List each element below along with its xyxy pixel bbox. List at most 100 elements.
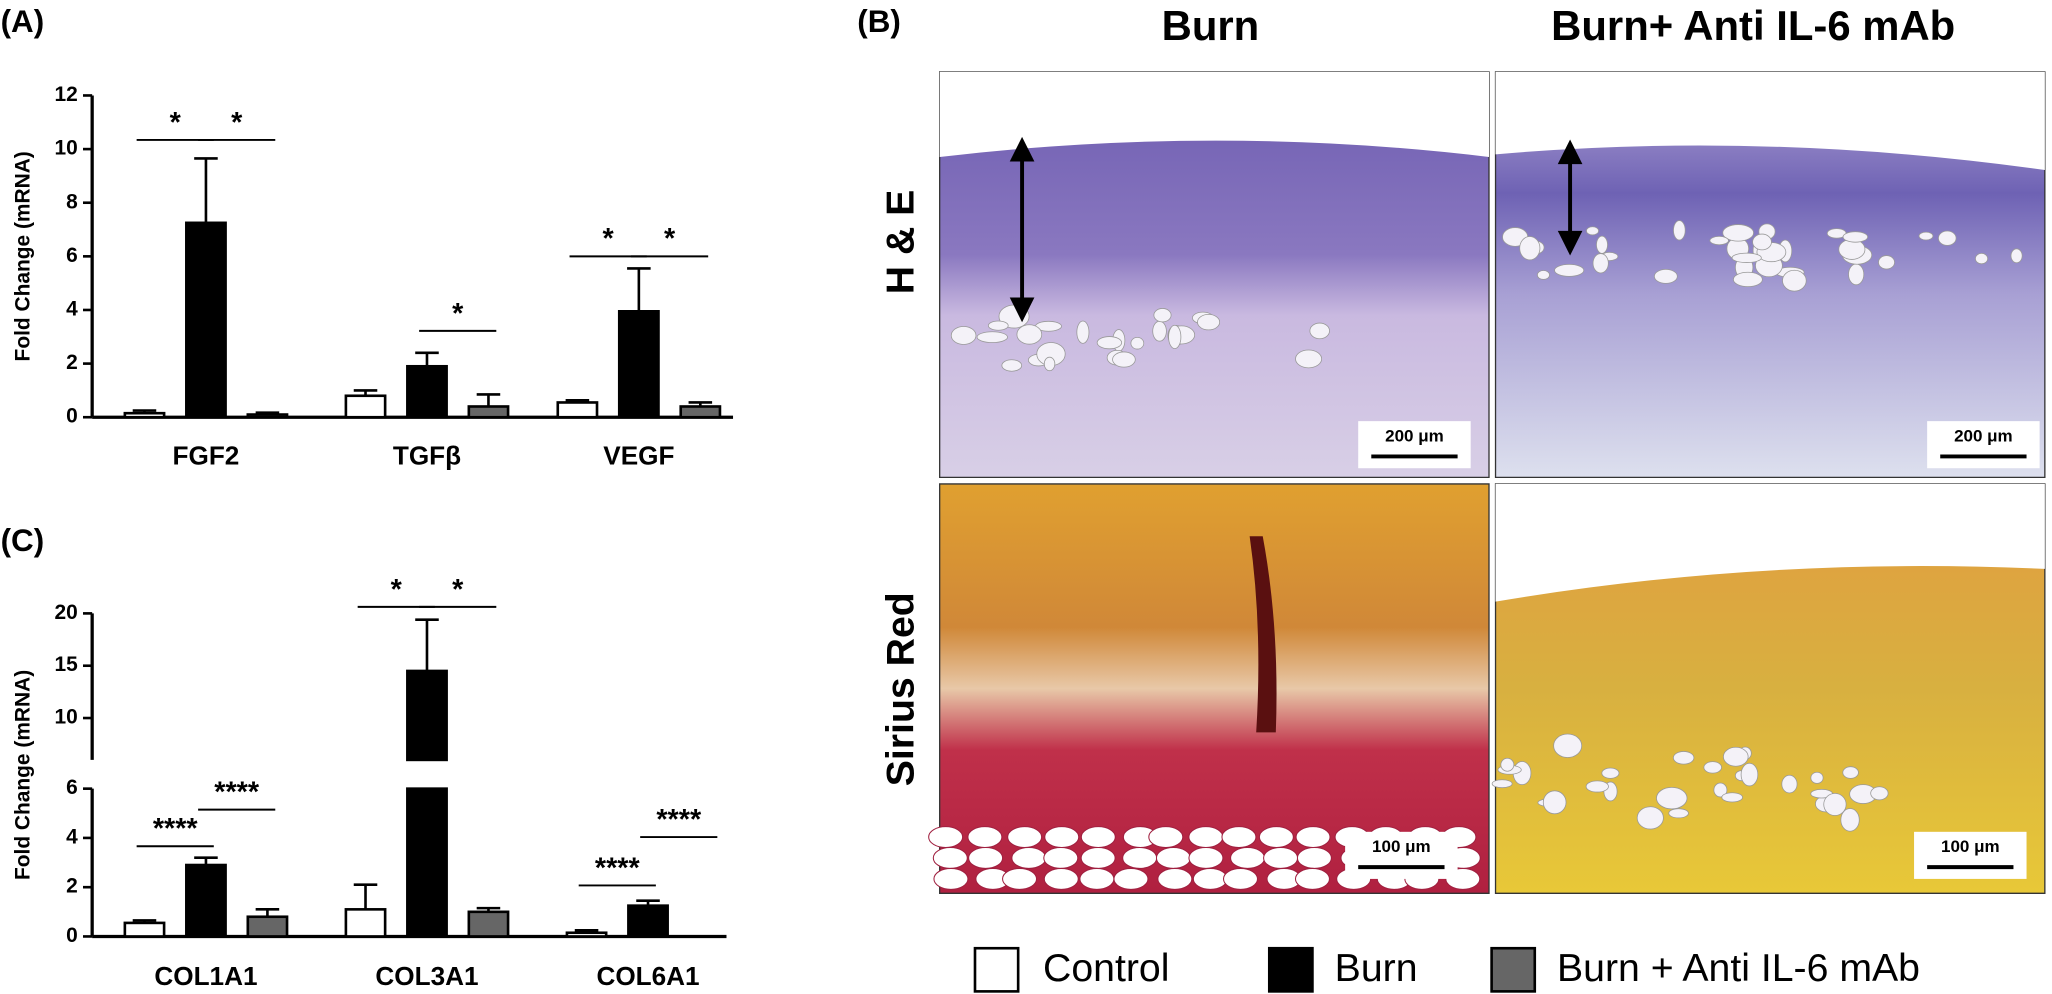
fat-cell — [987, 320, 1009, 331]
bar — [467, 910, 510, 938]
y-tick-label: 10 — [55, 137, 78, 160]
fat-cell — [1673, 220, 1686, 241]
bar — [123, 921, 166, 938]
column-title: Burn+ Anti IL-6 mAb — [1551, 2, 1955, 49]
x-tick-label: VEGF — [603, 441, 674, 471]
bar — [406, 364, 448, 419]
background — [1495, 71, 2045, 171]
fat-cell — [1500, 757, 1515, 772]
fat-cell — [1157, 867, 1193, 890]
fat-cell — [1011, 846, 1047, 869]
micrograph — [939, 483, 1490, 894]
scale-bar-label: 100 μm — [1941, 837, 2000, 856]
fat-cell — [1491, 779, 1513, 789]
fat-cell — [1043, 356, 1056, 372]
fat-cell — [928, 826, 964, 849]
bar — [185, 221, 227, 419]
bar — [246, 413, 289, 419]
legend: Control Burn Burn + Anti IL-6 mAb — [973, 946, 1920, 993]
fat-cell — [1542, 790, 1567, 815]
row-title: Sirius Red — [878, 592, 922, 786]
fat-cell — [1878, 255, 1895, 270]
fat-cell — [1043, 846, 1079, 869]
fat-cell — [1870, 786, 1889, 801]
fat-cell — [1188, 846, 1224, 869]
x-tick-label: COL6A1 — [596, 961, 699, 991]
significance-label: **** — [153, 813, 199, 845]
fat-cell — [1001, 359, 1023, 372]
y-tick-label: 4 — [66, 298, 78, 321]
fat-cell — [1096, 336, 1123, 350]
fat-cell — [1153, 308, 1172, 323]
fat-cell — [1113, 867, 1149, 890]
legend-label: Control — [1043, 946, 1169, 990]
significance-label: * — [452, 574, 464, 606]
fat-cell — [1656, 786, 1688, 810]
x-tick-label: TGFβ — [393, 441, 461, 471]
fat-cell — [1148, 826, 1184, 849]
y-axis-title: Fold Change (mRNA) — [12, 151, 35, 361]
bar — [246, 915, 289, 938]
fat-cell — [1519, 236, 1541, 261]
scale-bar-box — [1927, 421, 2040, 469]
fat-cell — [1016, 324, 1043, 345]
fat-cell — [1230, 846, 1266, 869]
fat-cell — [1296, 846, 1332, 869]
bar — [467, 405, 510, 419]
arrows — [1009, 136, 1583, 323]
legend-label: Burn — [1335, 946, 1418, 990]
fat-cell — [932, 846, 968, 869]
fat-cell — [1152, 320, 1167, 342]
fat-cell — [1130, 337, 1145, 350]
error-bar — [194, 157, 218, 223]
fat-cell — [1672, 751, 1695, 765]
fat-cell — [1810, 771, 1824, 784]
fat-cell — [968, 846, 1004, 869]
error-bar — [476, 393, 501, 407]
fat-cell — [1043, 867, 1079, 890]
fat-cell — [2010, 248, 2023, 264]
panel-label: (C) — [1, 523, 45, 558]
fat-cell — [1740, 762, 1759, 787]
fat-cell — [1596, 235, 1608, 254]
scale-bar-label: 200 μm — [1954, 426, 2013, 445]
error-bar — [353, 883, 378, 910]
fat-cell — [1823, 792, 1847, 816]
y-tick-label: 10 — [55, 706, 78, 729]
y-tick-label: 6 — [66, 776, 78, 799]
fat-cell — [1044, 826, 1080, 849]
fat-cell — [1155, 846, 1191, 869]
bar — [627, 904, 669, 938]
fat-cell — [1554, 263, 1585, 277]
y-tick-label: 0 — [66, 405, 78, 428]
fat-cell — [1197, 314, 1221, 331]
fat-cell — [1080, 846, 1116, 869]
significance-label: * — [391, 574, 403, 606]
fat-cell — [1722, 224, 1754, 242]
fat-cell — [1079, 867, 1115, 890]
fat-cell — [1007, 826, 1043, 849]
fat-cell — [1188, 826, 1224, 849]
y-tick-label: 0 — [66, 924, 78, 947]
fat-cell — [967, 826, 1003, 849]
significance-label: * — [231, 107, 243, 139]
fat-cell — [1263, 846, 1299, 869]
fat-cell — [1975, 253, 1989, 265]
bar — [565, 931, 608, 938]
significance-label: * — [170, 107, 182, 139]
legend-swatch — [1267, 946, 1314, 993]
fat-cell — [1938, 230, 1957, 246]
significance-label: **** — [214, 776, 260, 808]
background — [939, 71, 1489, 157]
significance-label: **** — [595, 852, 641, 884]
fat-cell — [1221, 826, 1257, 849]
legend-swatch — [973, 946, 1020, 993]
fat-cell — [1192, 867, 1228, 890]
significance-label: **** — [656, 804, 702, 836]
fat-cell — [1294, 867, 1330, 890]
y-tick-label: 2 — [66, 351, 78, 374]
x-tick-label: COL1A1 — [154, 961, 257, 991]
scale-bar-box — [1345, 831, 1458, 879]
error-bar — [415, 351, 439, 367]
